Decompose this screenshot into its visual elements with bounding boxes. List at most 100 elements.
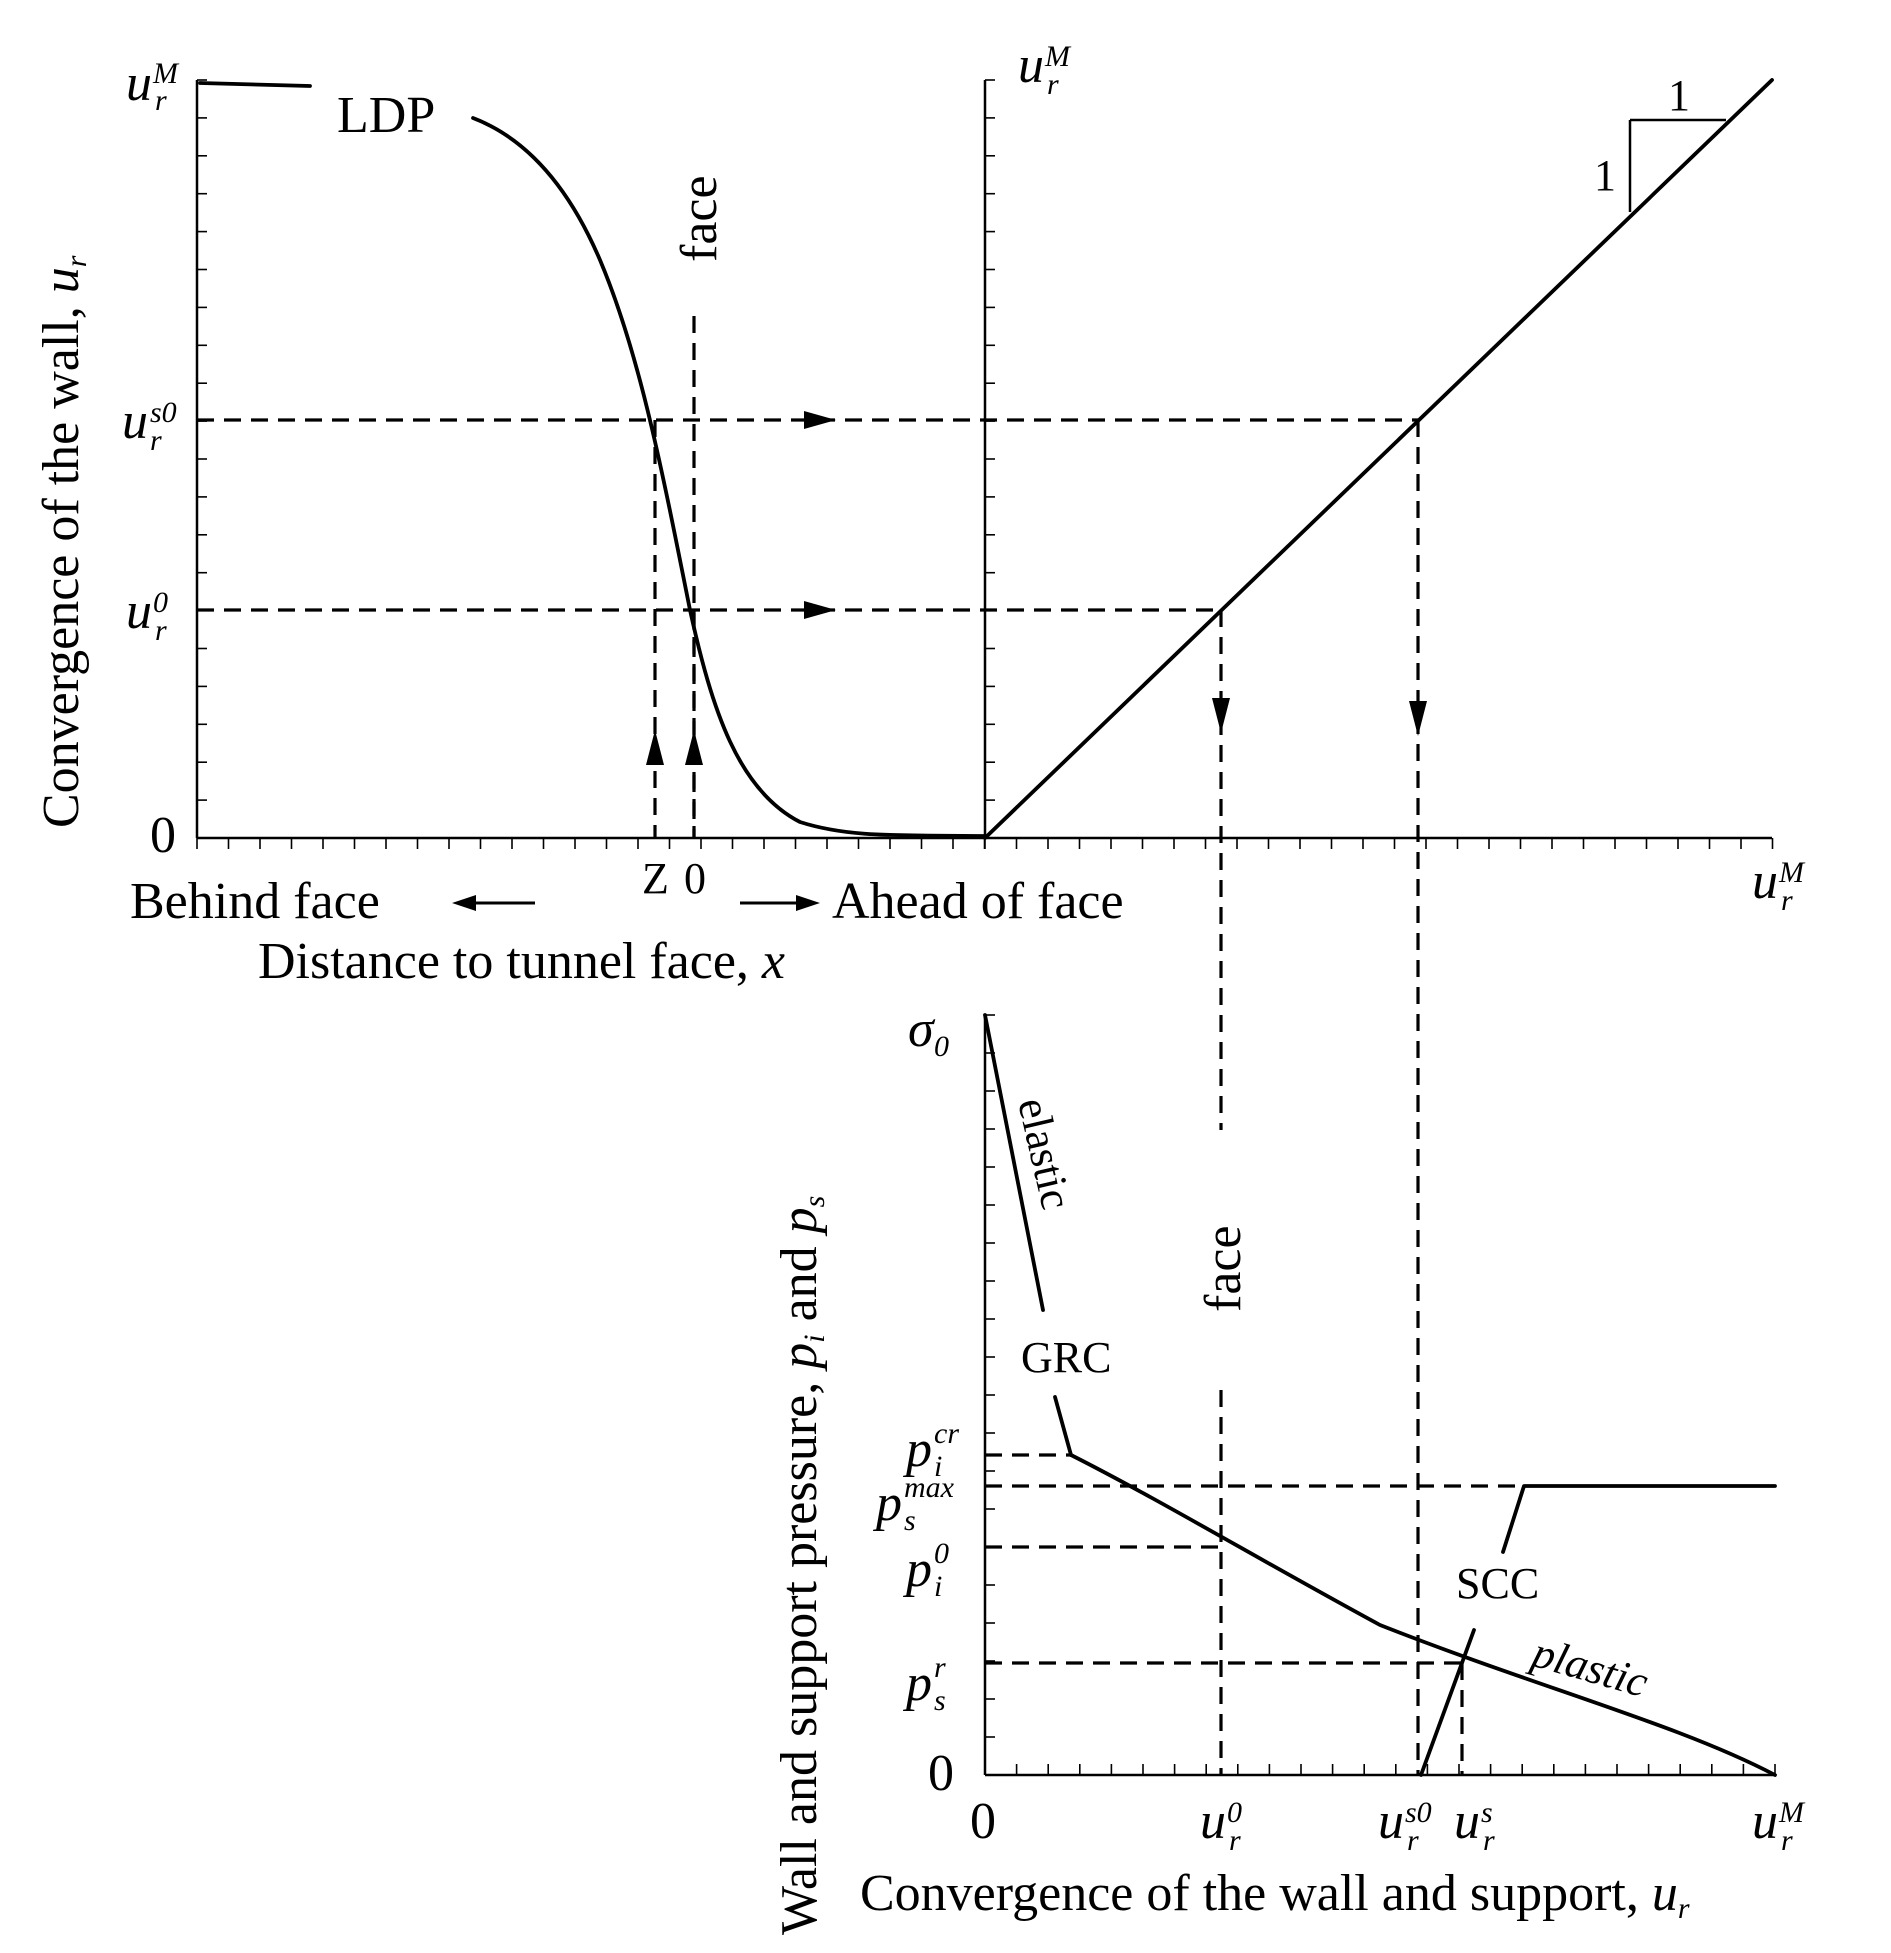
ldp-label-u-s0: u s0 r (122, 393, 177, 457)
ldp-x-axis-title: Distance to tunnel face, x (258, 933, 785, 990)
label-pi-0: p 0 i (902, 1537, 949, 1603)
ldp-curve-label: LDP (337, 87, 435, 144)
label-sigma-0: σ 0 (908, 1001, 949, 1063)
svg-text:u: u (1018, 37, 1044, 94)
svg-text:0: 0 (934, 1537, 949, 1570)
grc-x-ticks (984, 1764, 1776, 1775)
transfer-x-ticks (984, 838, 1774, 849)
svg-text:r: r (1047, 68, 1059, 101)
ahead-face-label: Ahead of face (832, 873, 1124, 930)
svg-text:M: M (152, 57, 180, 90)
svg-text:M: M (1778, 856, 1806, 889)
svg-text:p: p (902, 1541, 932, 1598)
svg-text:σ: σ (908, 1001, 936, 1058)
svg-text:r: r (934, 1651, 946, 1684)
label-u0: u 0 r (1200, 1793, 1242, 1857)
transfer-panel: 1 1 u M r u M r (983, 37, 1806, 917)
behind-face-arrow (452, 895, 535, 911)
svg-text:u: u (126, 55, 152, 112)
arrow-right-u-s0 (804, 411, 836, 429)
ldp-panel: LDP face u M r u s0 r u 0 r 0 Z 0 Behind… (33, 55, 1124, 990)
svg-text:i: i (934, 1450, 942, 1483)
scc-curve-lower (1419, 1628, 1476, 1777)
ldp-x-ticks (196, 838, 986, 849)
ldp-curve-left (198, 81, 312, 88)
grc-label: GRC (1021, 1333, 1111, 1382)
slope-rise-label: 1 (1594, 151, 1616, 200)
svg-text:p: p (872, 1475, 902, 1532)
svg-text:r: r (1781, 884, 1793, 917)
svg-text:r: r (150, 424, 162, 457)
transfer-y-ticks (985, 79, 995, 839)
slope-run-label: 1 (1668, 71, 1690, 120)
behind-face-label: Behind face (130, 873, 380, 930)
grc-x-axis-title: Convergence of the wall and support, ur (860, 1865, 1690, 1925)
svg-text:u: u (122, 393, 148, 450)
arrow-right-u-0 (804, 601, 836, 619)
svg-text:s0: s0 (150, 396, 177, 429)
grc-label-zero-y: 0 (928, 1745, 954, 1802)
arrow-up-z (646, 730, 664, 765)
arrow-down-u0 (1212, 698, 1230, 733)
svg-text:s: s (904, 1504, 916, 1537)
grc-panel: elastic GRC face SCC plastic σ 0 p cr i … (771, 1001, 1806, 1935)
plastic-label: plastic (1524, 1627, 1654, 1707)
svg-text:r: r (155, 614, 167, 647)
ahead-face-arrow (740, 895, 820, 911)
svg-text:r: r (1483, 1824, 1495, 1857)
svg-text:u: u (1752, 853, 1778, 910)
svg-text:u: u (1454, 1793, 1480, 1850)
svg-text:s: s (1481, 1796, 1493, 1829)
svg-text:u: u (1752, 1793, 1778, 1850)
grc-plastic-curve (1069, 1453, 1777, 1777)
svg-text:r: r (155, 84, 167, 117)
svg-text:u: u (1378, 1793, 1404, 1850)
ldp-y-ticks (197, 79, 207, 839)
x-tick-zero: 0 (684, 854, 706, 903)
ldp-y-axis-title: Convergence of the wall, ur (33, 255, 93, 828)
connector-lines (197, 411, 1427, 1775)
label-us0: u s0 r (1378, 1793, 1432, 1857)
label-ps-r: p r s (902, 1651, 946, 1717)
svg-text:r: r (1781, 1824, 1793, 1857)
x-tick-z: Z (642, 854, 669, 903)
face-label-top: face (671, 175, 728, 262)
svg-text:u: u (126, 583, 152, 640)
scc-label: SCC (1456, 1559, 1539, 1608)
svg-text:max: max (904, 1471, 955, 1504)
one-to-one-line (983, 78, 1774, 840)
grc-elastic-segment (983, 1013, 1045, 1312)
ldp-label-u-0: u 0 r (126, 583, 168, 647)
label-ps-max: p max s (872, 1471, 955, 1537)
svg-text:cr: cr (934, 1417, 959, 1450)
ldp-curve (471, 116, 987, 838)
ldp-label-zero: 0 (150, 807, 176, 864)
svg-text:i: i (934, 1570, 942, 1603)
svg-text:r: r (1229, 1824, 1241, 1857)
slope-triangle: 1 1 (1594, 71, 1726, 212)
label-uM: u M r (1752, 1793, 1806, 1857)
svg-text:0: 0 (934, 1030, 949, 1063)
grc-elastic-segment-2 (1053, 1395, 1073, 1457)
svg-text:p: p (902, 1421, 932, 1478)
transfer-label-u-max: u M r (1018, 37, 1072, 101)
ldp-label-u-max: u M r (126, 55, 180, 117)
face-label-bottom: face (1195, 1225, 1252, 1312)
transfer-label-x-end: u M r (1752, 853, 1806, 917)
grc-y-axis-title: Wall and support pressure, pi and ps (771, 1196, 831, 1935)
arrow-down-us0 (1409, 701, 1427, 736)
svg-text:0: 0 (153, 586, 168, 619)
svg-text:u: u (1200, 1793, 1226, 1850)
svg-text:0: 0 (1227, 1796, 1242, 1829)
svg-text:M: M (1778, 1796, 1806, 1829)
arrow-up-zero (685, 730, 703, 765)
svg-text:M: M (1044, 40, 1072, 73)
svg-text:r: r (1407, 1824, 1419, 1857)
label-pi-cr: p cr i (902, 1417, 959, 1483)
svg-text:s: s (934, 1684, 946, 1717)
svg-text:s0: s0 (1405, 1796, 1432, 1829)
grc-label-zero-x: 0 (970, 1793, 996, 1850)
scc-curve-upper (1501, 1484, 1777, 1554)
grc-y-ticks (985, 1014, 995, 1776)
